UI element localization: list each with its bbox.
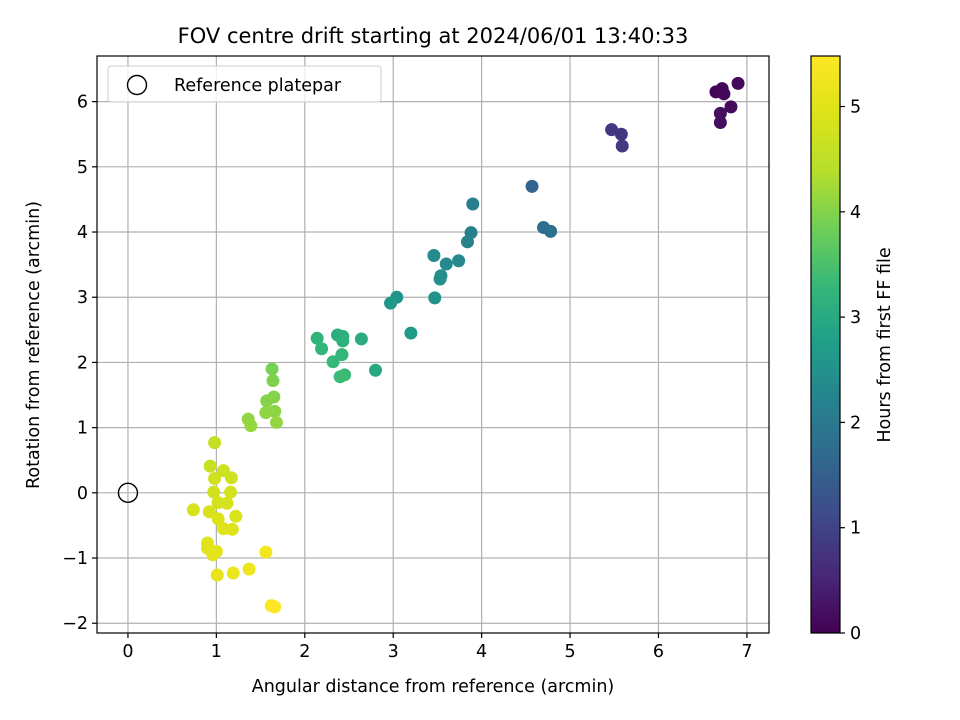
data-point (384, 296, 398, 310)
plot-frame (96, 55, 770, 634)
data-point (203, 459, 217, 473)
colorbar-tick-label: 5 (850, 98, 861, 118)
data-point (333, 370, 347, 384)
data-point (404, 326, 418, 340)
data-point (208, 471, 222, 485)
data-point (208, 436, 222, 450)
data-point (525, 179, 539, 193)
data-point (615, 139, 629, 153)
plot-area (97, 56, 769, 633)
data-point (259, 406, 273, 420)
data-point (466, 197, 480, 211)
data-point (713, 106, 727, 120)
data-point (731, 76, 745, 90)
data-point (225, 522, 239, 536)
data-point (229, 509, 243, 523)
legend-box (107, 65, 382, 103)
data-point (326, 355, 340, 369)
y-tick-label: −1 (62, 549, 88, 569)
data-point (266, 374, 280, 388)
y-tick-label: 2 (77, 353, 88, 373)
data-point (211, 512, 225, 526)
colorbar-ticks: 0 1 2 3 4 5 (840, 98, 861, 644)
data-point (224, 471, 238, 485)
data-point (244, 419, 258, 433)
data-point (724, 100, 738, 114)
colorbar (810, 55, 841, 634)
data-point (335, 348, 349, 362)
legend-entry-label: Reference platepar (174, 76, 342, 96)
y-tick-label: 1 (77, 419, 88, 439)
data-point (717, 87, 731, 101)
y-tick-label: 3 (77, 288, 88, 308)
data-point (369, 363, 383, 377)
data-point (268, 600, 282, 614)
colorbar-tick-label: 0 (850, 624, 861, 644)
colorbar-label: Hours from first FF file (875, 247, 895, 442)
data-point (242, 562, 256, 576)
x-tick-label: 3 (388, 642, 399, 662)
data-point (433, 272, 447, 286)
data-point (224, 485, 238, 499)
colorbar-tick-label: 1 (850, 519, 861, 539)
data-point (605, 123, 619, 137)
chart-title: FOV centre drift starting at 2024/06/01 … (178, 24, 689, 48)
y-tick-label: 0 (77, 484, 88, 504)
colorbar-tick-label: 2 (850, 413, 861, 433)
data-point (614, 127, 628, 141)
y-tick-label: −2 (62, 614, 88, 634)
colorbar-tick-label: 3 (850, 308, 861, 328)
data-point (315, 342, 329, 356)
data-point (452, 254, 466, 268)
y-tick-label: 5 (77, 158, 88, 178)
data-points (186, 76, 745, 614)
data-point (439, 257, 453, 271)
data-point (269, 415, 283, 429)
y-axis-label: Rotation from reference (arcmin) (24, 201, 44, 489)
data-point (713, 116, 727, 130)
colorbar-tick-label: 4 (850, 203, 861, 223)
data-point (265, 362, 279, 376)
data-point (202, 505, 216, 519)
x-tick-label: 5 (564, 642, 575, 662)
x-tick-label: 4 (476, 642, 487, 662)
data-point (460, 235, 474, 249)
legend: Reference platepar (107, 65, 382, 103)
data-point (260, 394, 274, 408)
x-tick-label: 6 (653, 642, 664, 662)
x-tick-label: 2 (299, 642, 310, 662)
data-point (207, 485, 221, 499)
data-point (259, 545, 273, 559)
data-point (427, 249, 441, 263)
x-axis-ticks: 0 1 2 3 4 5 6 7 (122, 633, 752, 662)
data-point (210, 568, 224, 582)
x-axis-label: Angular distance from reference (arcmin) (252, 677, 615, 697)
data-point (226, 566, 240, 580)
y-tick-label: 6 (77, 93, 88, 113)
data-point (354, 332, 368, 346)
data-point (206, 548, 220, 562)
x-tick-label: 1 (211, 642, 222, 662)
data-point (186, 503, 200, 517)
legend-marker-icon (126, 74, 148, 96)
x-tick-label: 7 (741, 642, 752, 662)
y-tick-label: 4 (77, 223, 88, 243)
data-point (428, 291, 442, 305)
y-axis-ticks: −2 −1 0 1 2 3 4 5 6 (62, 93, 97, 634)
data-point (220, 496, 234, 510)
data-point (310, 331, 324, 345)
data-point (336, 334, 350, 348)
reference-platepar-marker (117, 482, 139, 504)
data-point (544, 224, 558, 238)
x-tick-label: 0 (122, 642, 133, 662)
